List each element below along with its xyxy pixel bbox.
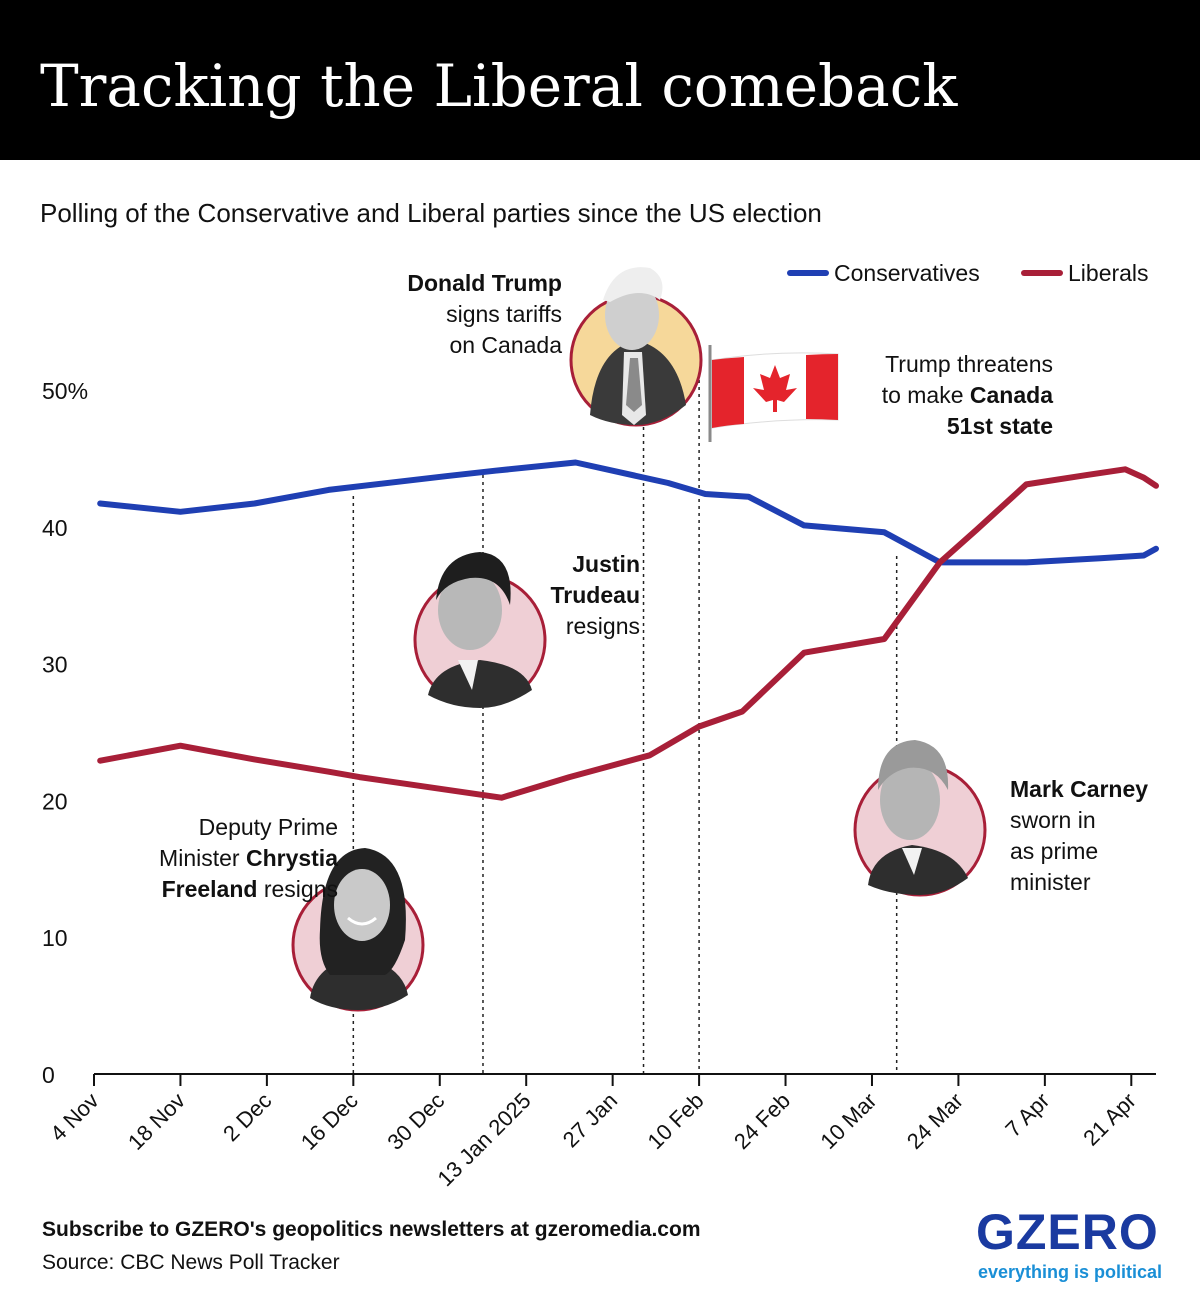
- y-tick-label: 50%: [42, 378, 88, 404]
- x-tick-label: 2 Dec: [218, 1088, 276, 1146]
- canada-flag-icon: [708, 345, 839, 442]
- x-tick-label: 10 Mar: [815, 1088, 881, 1154]
- annotation-trump-51st-state: Trump threatens to make Canada 51st stat…: [882, 349, 1053, 442]
- x-tick-label: 7 Apr: [1000, 1088, 1054, 1142]
- annotation-51st-line2a: to make: [881, 382, 970, 408]
- footer-subscribe: Subscribe to GZERO's geopolitics newslet…: [42, 1218, 701, 1241]
- x-tick-label: 18 Nov: [123, 1088, 190, 1155]
- legend-label-liberals: Liberals: [1068, 260, 1149, 286]
- x-tick-label: 27 Jan: [558, 1088, 622, 1152]
- annotation-carney-line2: sworn in: [1010, 807, 1096, 833]
- justin-trudeau-portrait: [413, 552, 547, 708]
- donald-trump-portrait: [569, 267, 703, 427]
- annotation-carney-line3: as prime: [1010, 838, 1099, 864]
- y-tick-label: 20: [42, 788, 68, 814]
- annotation-51st-line1: Trump threatens: [885, 351, 1053, 377]
- title-bar: Tracking the Liberal comeback: [0, 0, 1200, 160]
- y-tick-label: 40: [42, 515, 68, 541]
- series-lines: [97, 459, 1159, 801]
- mark-carney-portrait: [853, 740, 987, 897]
- annotation-freeland-chrystia: Chrystia: [245, 845, 338, 871]
- page-title: Tracking the Liberal comeback: [40, 52, 958, 120]
- event-lines: [352, 345, 898, 1074]
- x-tick-label: 16 Dec: [296, 1088, 363, 1155]
- annotation-trump-tariffs: Donald Trump signs tariffs on Canada: [407, 268, 562, 361]
- legend-label-conservatives: Conservatives: [834, 260, 980, 286]
- annotation-carney-line4: minister: [1010, 869, 1091, 895]
- annotation-carney: Mark Carney sworn in as prime minister: [1010, 774, 1148, 898]
- y-tick-label: 0: [42, 1062, 55, 1088]
- x-tick-label: 10 Feb: [643, 1088, 709, 1154]
- portrait-photos: [291, 267, 987, 1012]
- chart-legend: Conservatives Liberals: [787, 260, 1149, 286]
- x-tick-label: 13 Jan 2025: [432, 1088, 535, 1191]
- footer-source: Source: CBC News Poll Tracker: [42, 1251, 340, 1274]
- gzero-tagline: everything is political: [978, 1262, 1163, 1282]
- annotation-trudeau: Justin Trudeau resigns: [551, 549, 640, 642]
- annotation-trudeau-line1: Justin: [572, 551, 640, 577]
- series-line-liberals: [97, 466, 1159, 801]
- y-tick-label: 10: [42, 925, 68, 951]
- series-line-conservatives: [97, 459, 1159, 566]
- x-tick-label: 24 Feb: [729, 1088, 795, 1154]
- annotation-trudeau-line3: resigns: [565, 613, 640, 639]
- annotation-freeland-resigns: resigns: [257, 876, 338, 902]
- x-tick-label: 30 Dec: [382, 1088, 449, 1155]
- annotation-freeland: Deputy Prime Minister Chrystia Freeland …: [159, 812, 338, 905]
- annotation-trump-tariffs-line3: on Canada: [449, 332, 562, 358]
- chart-axes: 0 10 20 30 40 50% 4 Nov 18 Nov 2 Dec 16 Dec 30 Dec…: [42, 378, 1156, 1191]
- x-tick-label: 21 Apr: [1078, 1088, 1141, 1151]
- annotation-trump-tariffs-line2: signs tariffs: [446, 301, 562, 327]
- annotation-trump-tariffs-name: Donald Trump: [407, 270, 562, 296]
- x-tick-label: 4 Nov: [45, 1088, 103, 1146]
- y-tick-label: 30: [42, 652, 68, 678]
- annotation-freeland-line2a: Minister: [159, 845, 246, 871]
- annotation-freeland-surname: Freeland: [161, 876, 258, 902]
- annotation-51st-canada: Canada: [969, 382, 1053, 408]
- chrystia-freeland-portrait: [291, 848, 425, 1012]
- annotation-51st-line3: 51st state: [946, 413, 1053, 439]
- annotation-trudeau-line2: Trudeau: [550, 582, 640, 608]
- chart-subtitle: Polling of the Conservative and Liberal …: [40, 198, 822, 228]
- annotation-freeland-line1: Deputy Prime: [198, 814, 338, 840]
- gzero-logo: GZERO: [976, 1204, 1159, 1260]
- annotation-carney-name: Mark Carney: [1010, 776, 1149, 802]
- x-tick-label: 24 Mar: [902, 1088, 968, 1154]
